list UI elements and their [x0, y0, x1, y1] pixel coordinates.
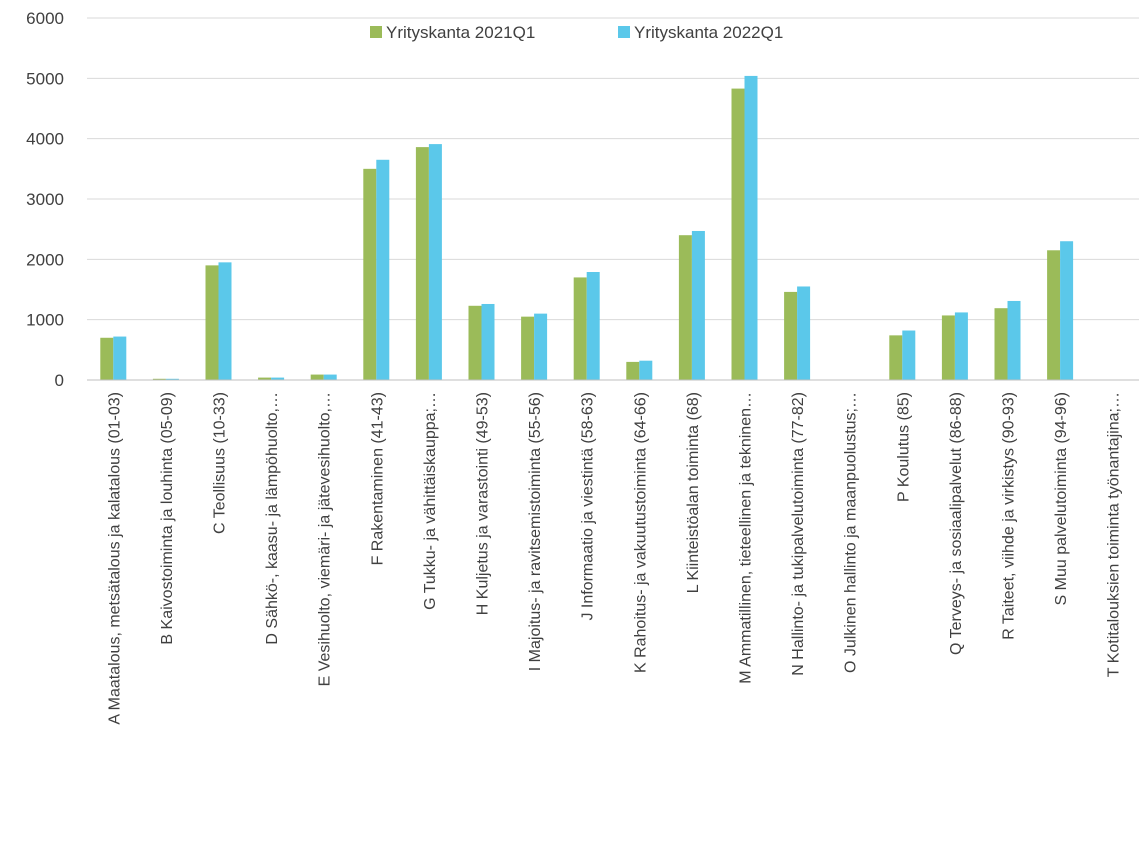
bar-2022q1: [691, 230, 705, 380]
bars: [100, 75, 1126, 381]
bar-2022q1: [218, 262, 232, 380]
bar-2021q1: [889, 335, 903, 380]
x-category-label: K Rahoitus- ja vakuutustoiminta (64-66): [632, 392, 649, 673]
bar-2022q1: [376, 159, 390, 380]
y-tick-label: 5000: [26, 69, 64, 88]
legend-label-2021q1: Yrityskanta 2021Q1: [386, 23, 535, 42]
x-category-label: G Tukku- ja vähittäiskauppa;…: [422, 392, 439, 610]
bar-2022q1: [113, 336, 127, 380]
y-tick-label: 3000: [26, 190, 64, 209]
x-category-label: S Muu palvelutoiminta (94-96): [1053, 392, 1070, 605]
y-tick-label: 1000: [26, 311, 64, 330]
y-tick-label: 2000: [26, 250, 64, 269]
x-category-label: F Rakentaminen (41-43): [369, 392, 386, 565]
bar-2021q1: [1047, 250, 1061, 380]
bar-2021q1: [310, 374, 324, 380]
x-category-label: M Ammatillinen, tieteellinen ja tekninen…: [738, 392, 755, 684]
bar-2021q1: [941, 315, 955, 380]
x-category-label: P Koulutus (85): [895, 392, 912, 502]
x-category-label: A Maatalous, metsätalous ja kalatalous (…: [106, 392, 123, 725]
bar-2022q1: [1060, 241, 1074, 380]
x-axis-labels: A Maatalous, metsätalous ja kalatalous (…: [106, 392, 1122, 725]
legend-swatch-2022q1: [618, 26, 630, 38]
bar-2021q1: [678, 235, 692, 380]
x-category-label: R Taiteet, viihde ja virkistys (90-93): [1001, 392, 1018, 640]
y-tick-label: 4000: [26, 130, 64, 149]
x-category-label: E Vesihuolto, viemäri- ja jätevesihuolto…: [317, 392, 334, 686]
bar-2022q1: [797, 286, 811, 380]
x-category-label: L Kiinteistöalan toiminta (68): [685, 392, 702, 593]
bar-2022q1: [1007, 300, 1021, 380]
y-axis-ticks: 0 1000 2000 3000 4000 5000 6000: [26, 9, 64, 390]
bar-2021q1: [100, 337, 114, 380]
bar-2022q1: [902, 330, 916, 380]
x-category-label: N Hallinto- ja tukipalvelutoiminta (77-8…: [790, 392, 807, 676]
bar-2022q1: [586, 272, 600, 380]
bar-2022q1: [323, 374, 337, 380]
y-tick-label: 0: [55, 371, 64, 390]
bar-2021q1: [521, 316, 535, 380]
x-category-label: J Informaatio ja viestintä (58-63): [580, 392, 597, 621]
x-category-label: T Kotitalouksien toiminta työnantajina;…: [1106, 392, 1123, 677]
gridlines: [87, 17, 1139, 321]
bar-2022q1: [481, 303, 495, 380]
x-category-label: H Kuljetus ja varastointi (49-53): [475, 392, 492, 615]
bar-2022q1: [744, 75, 758, 381]
bar-2021q1: [573, 277, 587, 380]
bar-2021q1: [152, 378, 166, 380]
bar-2021q1: [784, 291, 798, 380]
x-category-label: I Majoitus- ja ravitsemistoiminta (55-56…: [527, 392, 544, 671]
bar-2021q1: [205, 265, 219, 380]
legend: Yrityskanta 2021Q1 Yrityskanta 2022Q1: [370, 23, 783, 42]
bar-2021q1: [731, 88, 745, 380]
bar-2022q1: [428, 144, 442, 380]
legend-label-2022q1: Yrityskanta 2022Q1: [634, 23, 783, 42]
x-category-label: B Kaivostoiminta ja louhinta (05-09): [159, 392, 176, 645]
bar-2021q1: [626, 361, 640, 380]
bar-2021q1: [415, 147, 429, 380]
bar-2022q1: [639, 360, 653, 380]
x-category-label: D Sähkö-, kaasu- ja lämpöhuolto,…: [264, 392, 281, 645]
bar-2022q1: [271, 377, 285, 380]
x-category-label: Q Terveys- ja sosiaalipalvelut (86-88): [948, 392, 965, 655]
bar-2021q1: [468, 305, 482, 380]
bar-2021q1: [258, 377, 272, 380]
bar-2022q1: [165, 378, 179, 380]
legend-swatch-2021q1: [370, 26, 382, 38]
x-category-label: O Julkinen hallinto ja maanpuolustus;…: [843, 392, 860, 673]
bar-2022q1: [954, 312, 968, 380]
x-category-label: C Teollisuus (10-33): [212, 392, 229, 534]
bar-2022q1: [534, 313, 548, 380]
bar-2021q1: [363, 168, 377, 380]
bar-2021q1: [994, 308, 1008, 380]
y-tick-label: 6000: [26, 9, 64, 28]
